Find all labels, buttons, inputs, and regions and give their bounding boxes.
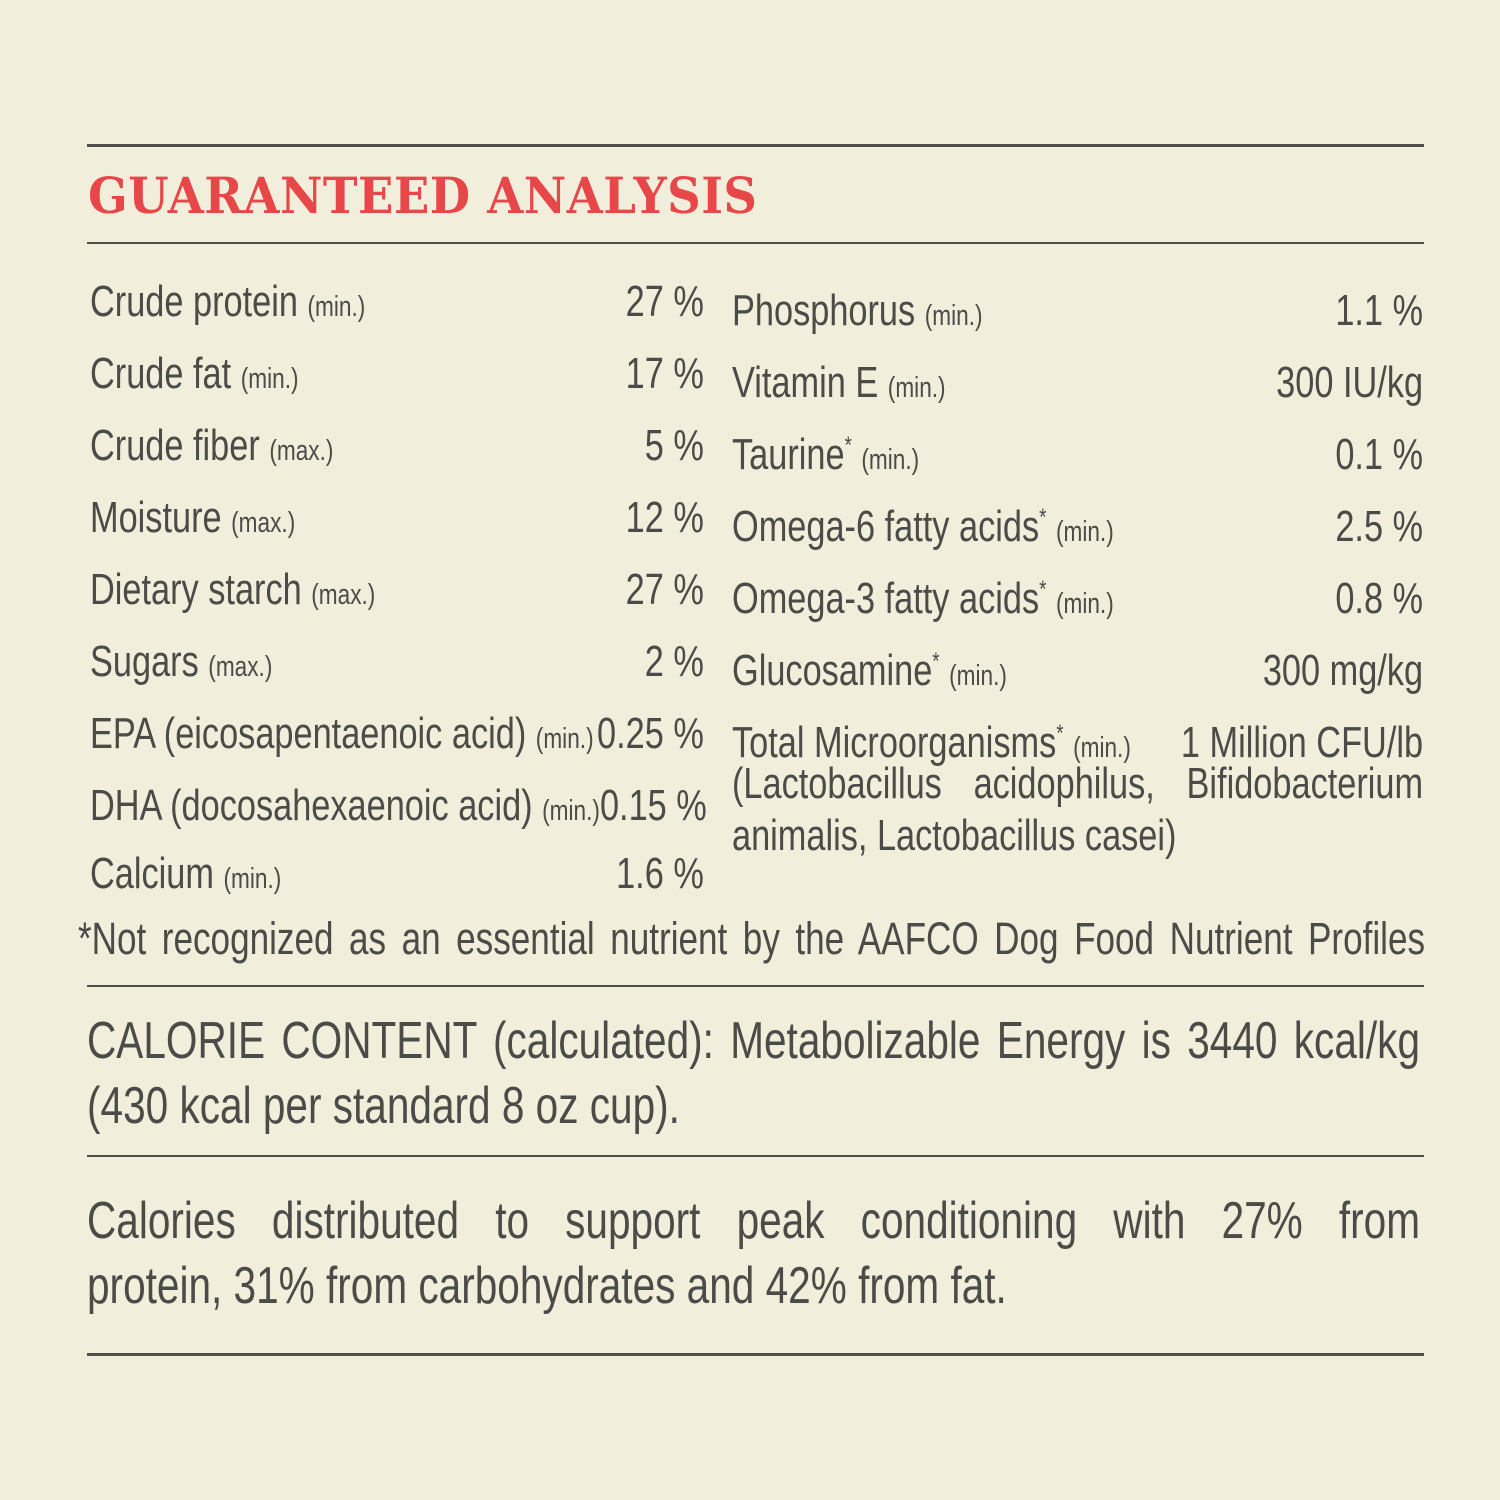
nutrient-value: 0.25 % [597, 709, 704, 758]
nutrient-value: 1.1 % [1335, 286, 1424, 335]
nutrient-qualifier: (min.) [1055, 516, 1114, 548]
nutrient-qualifier: (min.) [307, 291, 366, 323]
nutrient-qualifier: (min.) [949, 660, 1007, 692]
nutrient-label: Vitamin E (min.) [732, 348, 946, 414]
nutrient-value: 27 % [625, 277, 704, 326]
nutrient-value: 0.1 % [1335, 430, 1424, 479]
nutrient-label: Crude fiber (max.) [90, 420, 333, 477]
nutrient-qualifier: (max.) [311, 579, 376, 611]
nutrient-name: Total Microorganisms [732, 718, 1057, 767]
nutrient-value: 12 % [625, 493, 704, 542]
asterisk-mark: * [1039, 576, 1047, 603]
nutrient-qualifier: (min.) [535, 723, 594, 755]
nutrient-name: Moisture [90, 493, 222, 542]
nutrient-row: Taurine* (min.) 0.1 % [732, 420, 1423, 486]
nutrient-name: Dietary starch [90, 565, 302, 614]
calorie-distribution-line-1: Calories distributed to support peak con… [87, 1192, 1421, 1250]
nutrient-value: 5 % [644, 421, 704, 470]
nutrient-qualifier: (max.) [231, 507, 296, 539]
nutrient-label: Taurine* (min.) [732, 420, 919, 486]
nutrient-label: Phosphorus (min.) [732, 276, 983, 342]
nutrient-value: 17 % [625, 349, 704, 398]
nutrient-label: DHA (docosahexaenoic acid) (min.) [90, 780, 600, 837]
nutrient-qualifier: (min.) [887, 372, 946, 404]
nutrient-qualifier: (min.) [542, 795, 600, 827]
nutrient-row: Dietary starch (max.) 27 % [90, 564, 704, 621]
asterisk-mark: * [844, 432, 852, 459]
microorganisms-line-1: (Lactobacillus acidophilus, Bifidobacter… [732, 759, 1424, 808]
nutrient-qualifier: (min.) [924, 300, 983, 332]
nutrient-label: Sugars (max.) [90, 636, 272, 693]
nutrient-value: 1.6 % [616, 849, 704, 898]
nutrient-name: Sugars [90, 637, 199, 686]
nutrient-label: Crude fat (min.) [90, 348, 299, 405]
nutrient-value: 300 IU/kg [1276, 358, 1424, 407]
nutrient-name: Calcium [90, 849, 214, 898]
section-title: GUARANTEED ANALYSIS [88, 166, 758, 225]
nutrient-name: Omega-6 fatty acids [732, 502, 1040, 551]
microorganisms-line-2: animalis, Lactobacillus casei) [732, 811, 1177, 860]
nutrient-value: 27 % [625, 565, 704, 614]
nutrient-label: Dietary starch (max.) [90, 564, 375, 621]
nutrient-qualifier: (max.) [269, 435, 334, 467]
nutrient-label: Glucosamine* (min.) [732, 636, 1007, 702]
nutrient-name: EPA (eicosapentaenoic acid) [90, 709, 527, 758]
nutrient-row: Calcium (min.) 1.6 % [90, 848, 704, 905]
footnote: *Not recognized as an essential nutrient… [78, 913, 1426, 964]
nutrient-row: Omega-3 fatty acids* (min.) 0.8 % [732, 564, 1423, 630]
asterisk-mark: * [932, 648, 940, 675]
nutrient-row: Total Microorganisms* (min.) 1 Million CF… [732, 708, 1423, 774]
title-rule [87, 242, 1424, 244]
nutrient-value: 0.15 % [599, 781, 707, 830]
nutrient-row: Crude fat (min.) 17 % [90, 348, 704, 405]
nutrient-name: Vitamin E [732, 358, 879, 407]
asterisk-mark: * [1056, 720, 1064, 747]
nutrient-value: 0.8 % [1335, 574, 1424, 623]
nutrient-name: Omega-3 fatty acids [732, 574, 1040, 623]
nutrient-qualifier: (min.) [240, 363, 299, 395]
nutrient-qualifier: (min.) [1073, 732, 1131, 764]
nutrient-label: Moisture (max.) [90, 492, 295, 549]
nutrient-label: EPA (eicosapentaenoic acid) (min.) [90, 708, 594, 765]
nutrient-name: Glucosamine [732, 646, 933, 695]
nutrient-row: Crude protein (min.) 27 % [90, 276, 704, 333]
nutrient-row: Moisture (max.) 12 % [90, 492, 704, 549]
nutrient-label: Crude protein (min.) [90, 276, 365, 333]
nutrient-name: DHA (docosahexaenoic acid) [90, 781, 533, 830]
nutrient-row: DHA (docosahexaenoic acid) (min.) 0.15 % [90, 780, 707, 837]
nutrient-qualifier: (min.) [861, 444, 920, 476]
nutrient-label: Total Microorganisms* (min.) [732, 708, 1131, 774]
nutrient-name: Crude protein [90, 277, 298, 326]
nutrient-label: Calcium (min.) [90, 848, 281, 905]
nutrient-value: 1 Million CFU/lb [1180, 718, 1424, 767]
calorie-distribution-line-2: protein, 31% from carbohydrates and 42% … [87, 1257, 1007, 1315]
bottom-rule [87, 1353, 1424, 1356]
nutrient-name: Crude fiber [90, 421, 260, 470]
nutrient-qualifier: (min.) [1055, 588, 1114, 620]
nutrient-name: Phosphorus [732, 286, 916, 335]
nutrient-label: Omega-3 fatty acids* (min.) [732, 564, 1114, 630]
nutrient-value: 2.5 % [1335, 502, 1424, 551]
calorie-content-line-1: CALORIE CONTENT (calculated): Metaboliza… [87, 1012, 1421, 1070]
asterisk-mark: * [1039, 504, 1047, 531]
nutrient-row: Vitamin E (min.) 300 IU/kg [732, 348, 1423, 414]
nutrient-label: Omega-6 fatty acids* (min.) [732, 492, 1114, 558]
nutrient-name: Crude fat [90, 349, 232, 398]
footnote-rule [87, 985, 1424, 987]
calorie-content-line-2: (430 kcal per standard 8 oz cup). [87, 1077, 680, 1135]
nutrient-qualifier: (min.) [223, 863, 282, 895]
nutrient-row: Phosphorus (min.) 1.1 % [732, 276, 1423, 342]
nutrient-row: EPA (eicosapentaenoic acid) (min.) 0.25 % [90, 708, 704, 765]
nutrient-value: 2 % [644, 637, 704, 686]
nutrient-row: Glucosamine* (min.) 300 mg/kg [732, 636, 1423, 702]
nutrient-row: Omega-6 fatty acids* (min.) 2.5 % [732, 492, 1423, 558]
top-rule [87, 144, 1424, 147]
calorie-rule [87, 1155, 1424, 1157]
nutrient-name: Taurine [732, 430, 845, 479]
nutrient-qualifier: (max.) [208, 651, 273, 683]
nutrient-row: Sugars (max.) 2 % [90, 636, 704, 693]
nutrient-value: 300 mg/kg [1262, 646, 1424, 695]
nutrient-row: Crude fiber (max.) 5 % [90, 420, 704, 477]
